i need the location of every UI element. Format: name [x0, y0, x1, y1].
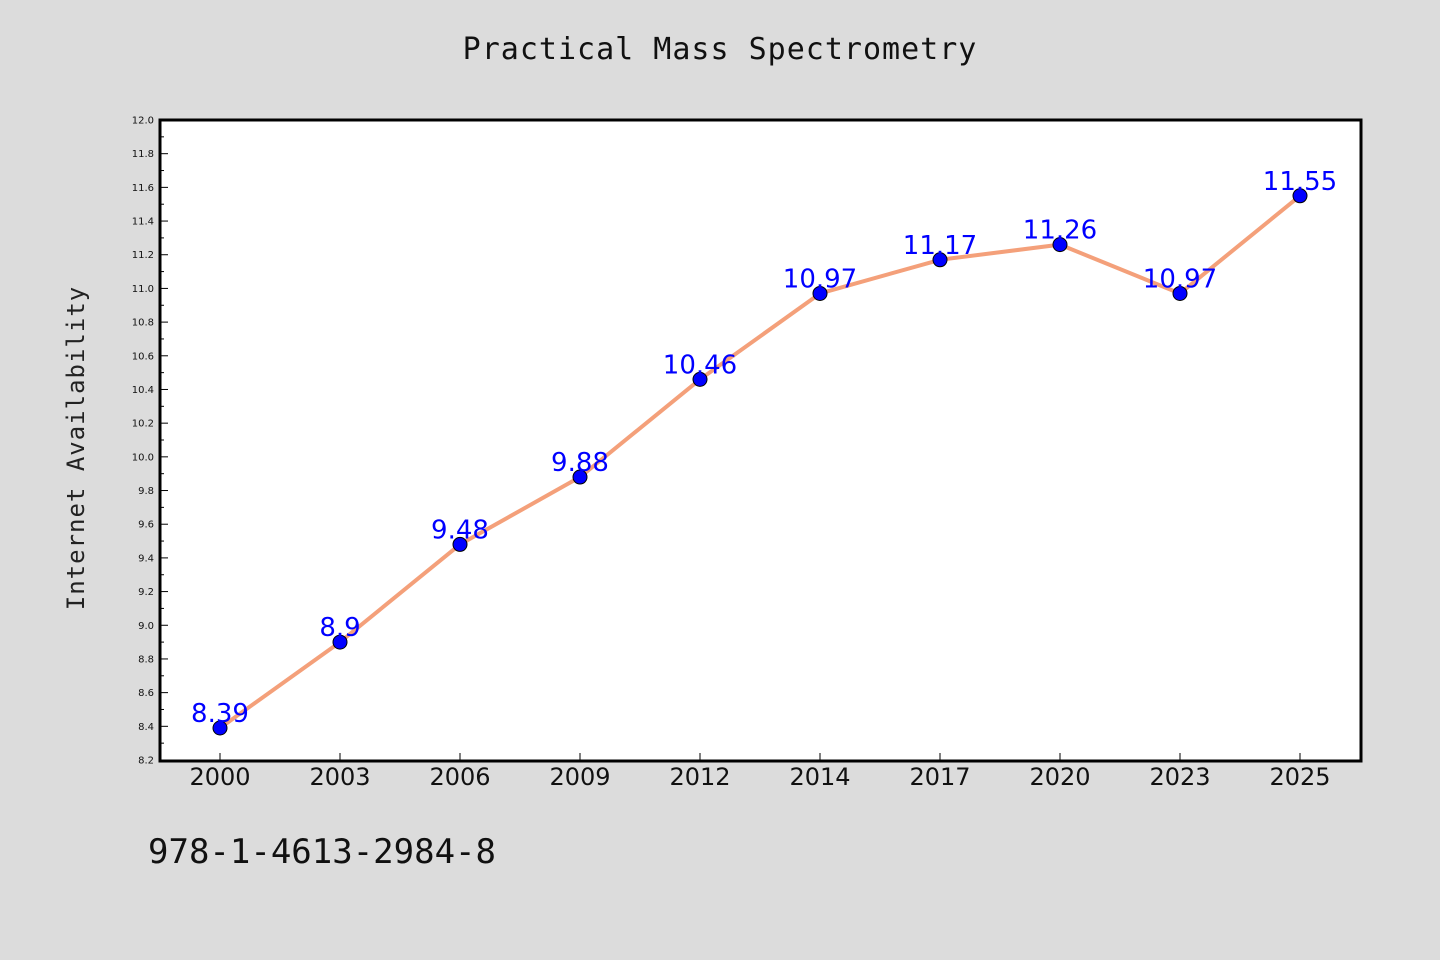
x-axis-ticks: 2000 2003 2006 2009 2012 2014 2017 2020 2023 2025	[189, 753, 1331, 791]
plot-area	[158, 118, 1363, 763]
series-group	[212, 188, 1308, 736]
y-tick-label: 11.2	[132, 250, 154, 261]
y-tick-label: 8.2	[138, 756, 154, 767]
y-tick-label: 11.8	[132, 149, 154, 160]
data-label: 11.55	[1263, 167, 1337, 197]
y-tick-label: 11.4	[132, 217, 154, 228]
y-axis-label: Internet Availability	[62, 286, 90, 610]
isbn-text: 978-1-4613-2984-8	[148, 832, 496, 872]
chart-title: Practical Mass Spectrometry	[462, 32, 978, 67]
y-tick-label: 9.0	[138, 621, 154, 632]
y-tick-label: 11.6	[132, 183, 154, 194]
data-point	[212, 720, 228, 736]
y-axis-ticks: 8.2 8.4 8.6 8.8 9.0 9.2 9.4 9.6 9.8 10.0 10.2 10.4 1…	[132, 116, 168, 767]
y-tick-label: 11.0	[132, 284, 154, 295]
data-point	[1292, 188, 1308, 204]
y-tick-label: 10.0	[132, 452, 154, 463]
series-line	[218, 194, 1302, 730]
y-tick-label: 9.6	[138, 520, 154, 531]
data-label: 11.17	[903, 231, 977, 261]
data-label: 11.26	[1023, 216, 1097, 246]
data-label: 8.9	[319, 613, 360, 643]
y-tick-label: 9.2	[138, 587, 154, 598]
data-point	[692, 371, 708, 387]
data-label: 9.88	[551, 448, 609, 478]
x-tick-label: 2017	[909, 763, 970, 791]
data-point	[452, 536, 468, 552]
data-point	[932, 252, 948, 268]
data-label: 9.48	[431, 515, 489, 545]
data-point	[812, 285, 828, 301]
x-tick-label: 2020	[1029, 763, 1090, 791]
x-tick-label: 2000	[189, 763, 250, 791]
x-tick-label: 2009	[549, 763, 610, 791]
data-label: 10.97	[783, 264, 857, 294]
y-tick-label: 8.8	[138, 654, 154, 665]
data-label: 10.97	[1143, 264, 1217, 294]
data-point	[572, 469, 588, 485]
y-tick-label: 10.6	[132, 351, 154, 362]
data-point	[1172, 285, 1188, 301]
y-tick-label: 10.8	[132, 318, 154, 329]
y-tick-label: 12.0	[132, 116, 154, 127]
data-point	[332, 634, 348, 650]
data-label: 8.39	[191, 699, 249, 729]
x-tick-label: 2006	[429, 763, 490, 791]
x-tick-label: 2014	[789, 763, 850, 791]
y-tick-label: 9.8	[138, 486, 154, 497]
x-tick-label: 2023	[1149, 763, 1210, 791]
y-tick-label: 10.2	[132, 419, 154, 430]
data-label: 10.46	[663, 350, 737, 380]
y-tick-label: 8.6	[138, 688, 154, 699]
y-tick-label: 10.4	[132, 385, 154, 396]
data-point	[1052, 237, 1068, 253]
y-tick-label: 8.4	[138, 722, 154, 733]
data-labels-group: 8.39 8.9 9.48 9.88 10.46 10.97 11.17 11.26 10.97…	[191, 167, 1337, 729]
x-tick-label: 2025	[1269, 763, 1330, 791]
y-tick-label: 9.4	[138, 553, 154, 564]
x-tick-label: 2012	[669, 763, 730, 791]
x-tick-label: 2003	[309, 763, 370, 791]
